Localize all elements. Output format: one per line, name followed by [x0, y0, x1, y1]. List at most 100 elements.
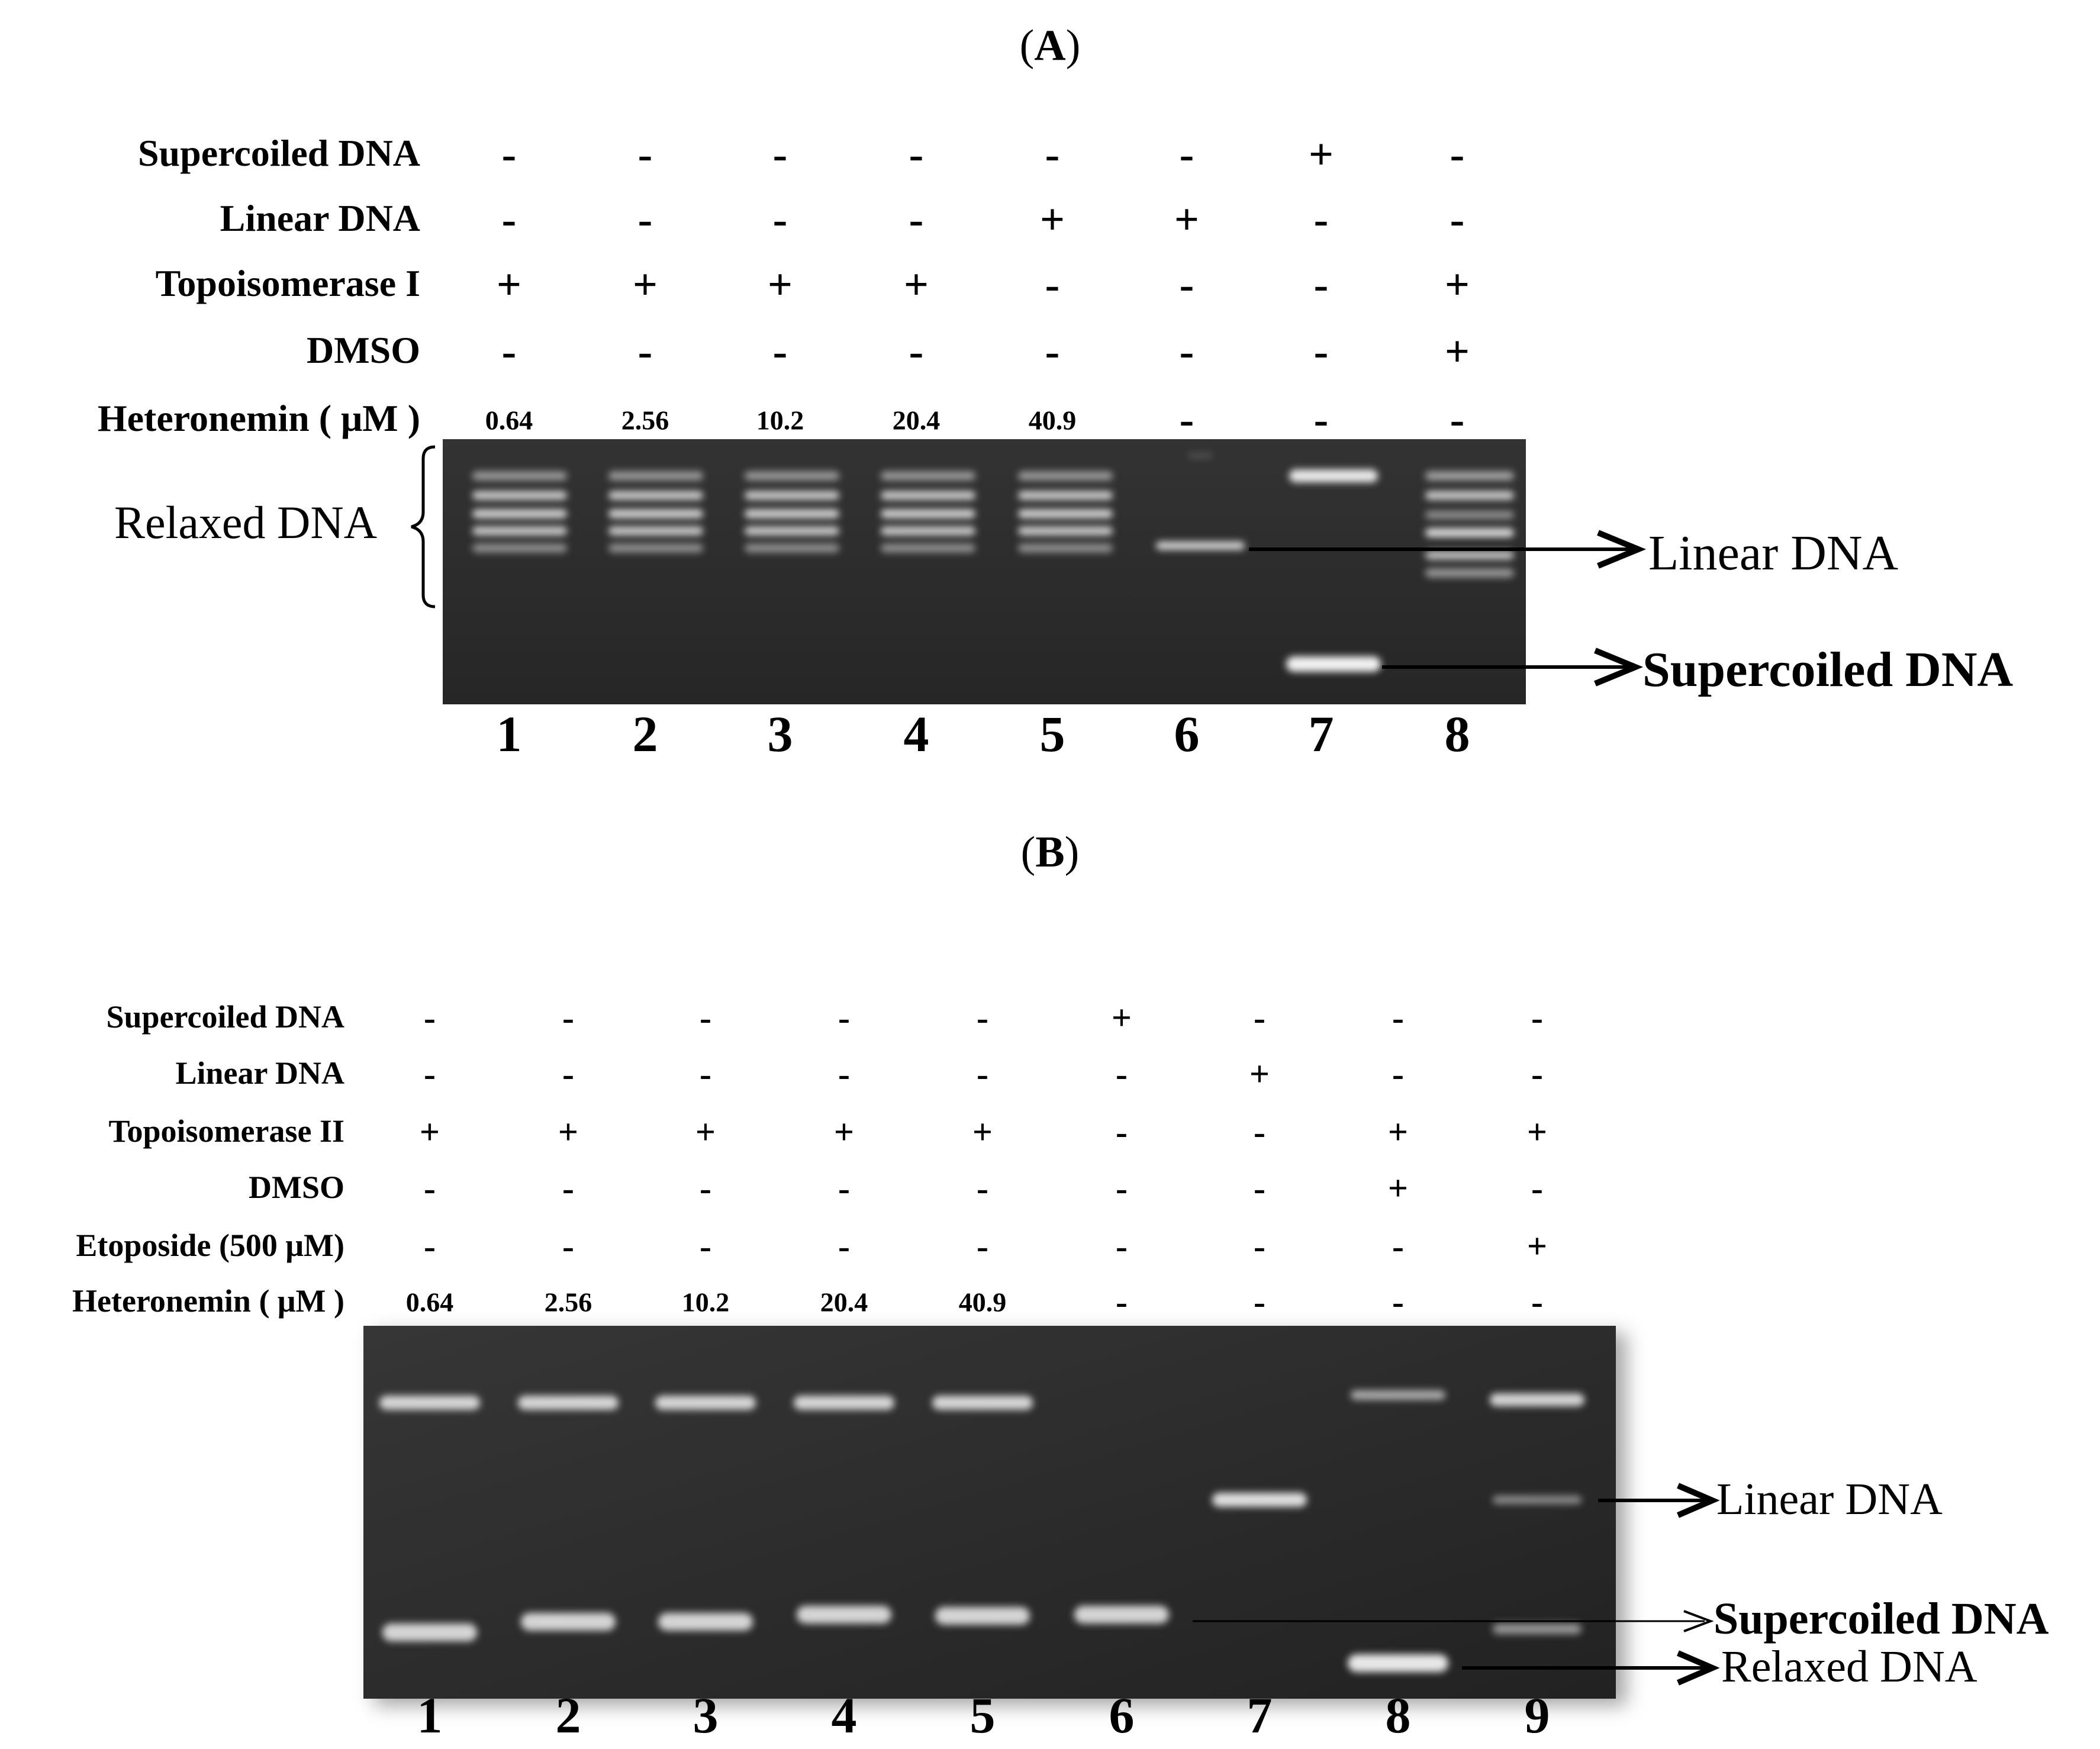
- condition-cell: -: [1254, 1226, 1265, 1266]
- condition-cell: -: [1254, 998, 1265, 1038]
- condition-cell: -: [1313, 395, 1329, 445]
- condition-cell: -: [1531, 1282, 1543, 1322]
- condition-cell: -: [1045, 130, 1060, 179]
- condition-cell: +: [1308, 130, 1334, 179]
- dna-band: [655, 1396, 756, 1410]
- condition-cell: -: [1313, 260, 1329, 310]
- lane-number: 6: [1174, 706, 1200, 762]
- panel-a-supercoiled-label: Supercoiled DNA: [1642, 642, 2014, 697]
- condition-cell: +: [419, 1112, 440, 1152]
- row-label: Supercoiled DNA: [137, 132, 420, 175]
- condition-cell: -: [1450, 395, 1465, 445]
- dna-band: [1425, 511, 1514, 519]
- condition-cell: -: [838, 1226, 850, 1266]
- condition-cell: +: [767, 260, 793, 310]
- condition-cell: -: [909, 130, 924, 179]
- dna-band: [1018, 509, 1113, 518]
- condition-cell: +: [558, 1112, 579, 1152]
- dna-band: [1425, 568, 1514, 578]
- dna-band: [935, 1607, 1030, 1625]
- row-label: Linear DNA: [220, 197, 420, 240]
- panel-a-relaxed-bracket: [411, 445, 436, 608]
- lane-number: 9: [1524, 1687, 1550, 1744]
- row-label: Topoisomerase II: [108, 1113, 344, 1149]
- dna-band: [1286, 656, 1381, 672]
- condition-cell: 20.4: [820, 1287, 868, 1318]
- dna-band: [745, 526, 839, 536]
- condition-cell: -: [1450, 130, 1465, 179]
- condition-cell: -: [1116, 1282, 1128, 1322]
- condition-cell: -: [1179, 260, 1194, 310]
- condition-cell: +: [1444, 260, 1470, 310]
- dna-band: [1493, 1496, 1582, 1504]
- condition-cell: +: [1387, 1168, 1409, 1208]
- condition-cell: +: [1444, 327, 1470, 376]
- condition-cell: -: [562, 1226, 574, 1266]
- condition-cell: 10.2: [756, 405, 804, 436]
- condition-cell: 20.4: [892, 405, 941, 436]
- condition-cell: -: [772, 195, 788, 244]
- condition-cell: -: [1116, 1226, 1128, 1266]
- row-label: Supercoiled DNA: [106, 998, 344, 1035]
- condition-cell: -: [1531, 998, 1543, 1038]
- dna-band: [797, 1606, 891, 1624]
- condition-cell: -: [562, 998, 574, 1038]
- dna-band: [881, 526, 975, 536]
- condition-cell: -: [1531, 1168, 1543, 1208]
- lane-number: 4: [831, 1687, 857, 1744]
- condition-cell: -: [562, 1168, 574, 1208]
- dna-band: [608, 526, 703, 536]
- condition-cell: -: [1179, 327, 1194, 376]
- condition-cell: +: [1526, 1112, 1548, 1152]
- lane-number: 4: [903, 706, 929, 762]
- dna-band: [881, 471, 975, 481]
- condition-cell: -: [700, 1226, 711, 1266]
- condition-cell: -: [1179, 130, 1194, 179]
- panel-a-relaxed-label: Relaxed DNA: [114, 497, 378, 548]
- row-label: Heteronemin ( μM ): [72, 1283, 344, 1319]
- condition-cell: -: [1045, 327, 1060, 376]
- dna-band: [1018, 526, 1113, 536]
- condition-cell: +: [632, 260, 658, 310]
- condition-cell: +: [496, 260, 522, 310]
- dna-band: [1493, 1624, 1582, 1634]
- dna-band: [932, 1396, 1033, 1410]
- row-label: Topoisomerase I: [155, 262, 420, 305]
- condition-cell: 0.64: [485, 405, 533, 436]
- condition-cell: -: [1531, 1054, 1543, 1094]
- dna-band: [1425, 528, 1514, 537]
- lane-number: 7: [1308, 706, 1334, 762]
- dna-band: [608, 491, 703, 500]
- condition-cell: +: [903, 260, 929, 310]
- condition-cell: -: [977, 998, 988, 1038]
- dna-band: [1425, 550, 1514, 560]
- condition-cell: -: [1254, 1112, 1265, 1152]
- condition-cell: 40.9: [1028, 405, 1077, 436]
- dna-band: [745, 509, 839, 518]
- dna-band: [658, 1613, 753, 1631]
- lane-number: 8: [1385, 1687, 1411, 1744]
- condition-cell: -: [1116, 1112, 1128, 1152]
- dna-band: [1212, 1493, 1307, 1507]
- lane-number: 5: [1039, 706, 1065, 762]
- condition-cell: -: [1392, 1226, 1404, 1266]
- panel-a-linear-label: Linear DNA: [1648, 526, 1899, 581]
- condition-cell: -: [637, 130, 653, 179]
- condition-cell: -: [501, 130, 517, 179]
- lane-number: 3: [767, 706, 793, 762]
- dna-band: [881, 543, 975, 553]
- condition-cell: -: [700, 998, 711, 1038]
- condition-cell: -: [838, 998, 850, 1038]
- condition-cell: -: [1313, 327, 1329, 376]
- condition-cell: -: [838, 1168, 850, 1208]
- panel-b-gel-image: [363, 1326, 1616, 1699]
- dna-band: [472, 509, 567, 518]
- dna-band: [1351, 1390, 1445, 1400]
- condition-cell: 0.64: [405, 1287, 454, 1318]
- condition-cell: -: [501, 195, 517, 244]
- condition-cell: -: [1116, 1168, 1128, 1208]
- condition-cell: +: [695, 1112, 716, 1152]
- dna-band: [1490, 1393, 1584, 1406]
- condition-cell: -: [637, 327, 653, 376]
- condition-cell: -: [772, 130, 788, 179]
